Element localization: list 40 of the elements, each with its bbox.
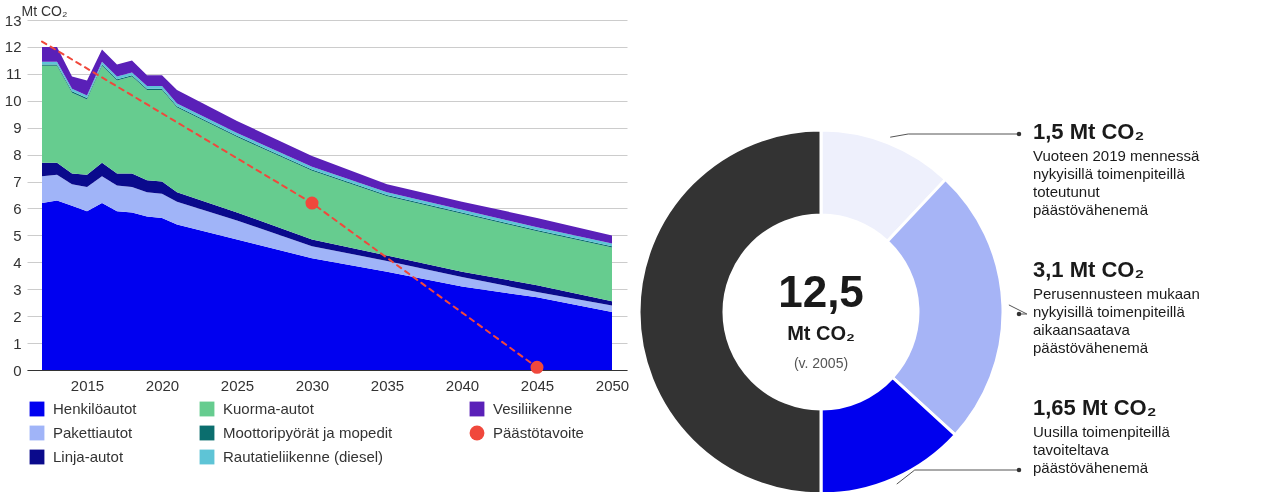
y-tick-label: 5: [13, 226, 22, 244]
text: Mt CO₂: [787, 322, 855, 344]
x-tick-label: 2040: [445, 376, 480, 394]
legend-label: Moottoripyörät ja mopedit: [223, 424, 394, 441]
y-tick-label: 13: [4, 11, 22, 29]
text: 12,5: [778, 267, 864, 316]
y-axis-title: Mt CO₂: [21, 2, 68, 19]
x-tick-label: 2025: [220, 376, 255, 394]
x-tick-label: 2035: [370, 376, 405, 394]
x-tick-label: 2030: [295, 376, 330, 394]
y-tick-label: 3: [13, 280, 22, 298]
slice-label: Perusennusteen mukaan nykyisillä toimenpiteillä aikaansaatava päästövähenemä: [1033, 285, 1200, 356]
y-tick-label: 2: [13, 307, 22, 325]
y-tick-label: 1: [13, 334, 22, 352]
legend-label: Henkilöautot: [53, 400, 138, 417]
x-tick-label: 2045: [520, 376, 555, 394]
y-tick-label: 11: [5, 65, 22, 83]
legend-label: Linja-autot: [53, 448, 124, 465]
slice-label: Uusilla toimenpiteillä tavoiteltava päästövähenemä: [1033, 423, 1171, 476]
data-label: 3,1 Mt CO₂: [1033, 257, 1145, 282]
legend-label: Vesiliikenne: [493, 400, 573, 417]
legend-label: Kuorma-autot: [223, 400, 315, 417]
y-tick-label: 4: [13, 253, 22, 271]
y-tick-label: 12: [4, 38, 22, 56]
data-label: 1,65 Mt CO₂: [1033, 395, 1157, 420]
x-tick-label: 2015: [70, 376, 105, 394]
text: (v. 2005): [793, 355, 849, 371]
y-tick-label: 9: [13, 119, 22, 137]
y-tick-label: 6: [13, 199, 22, 217]
y-tick-label: 8: [13, 146, 22, 164]
legend-label: Pakettiautot: [53, 424, 134, 441]
legend-label: Rautatieliikenne (diesel): [223, 448, 384, 465]
y-tick-label: 7: [13, 173, 22, 191]
data-label: 1,5 Mt CO₂: [1033, 119, 1145, 144]
y-tick-label: 10: [4, 92, 22, 110]
x-tick-label: 2050: [595, 376, 630, 394]
y-tick-label: 0: [13, 361, 22, 379]
x-tick-label: 2020: [145, 376, 180, 394]
legend-label: Päästötavoite: [493, 424, 584, 441]
slice-label: Vuoteen 2019 mennessä nykyisillä toimenpiteillä toteutunut päästövähenemä: [1033, 147, 1200, 218]
